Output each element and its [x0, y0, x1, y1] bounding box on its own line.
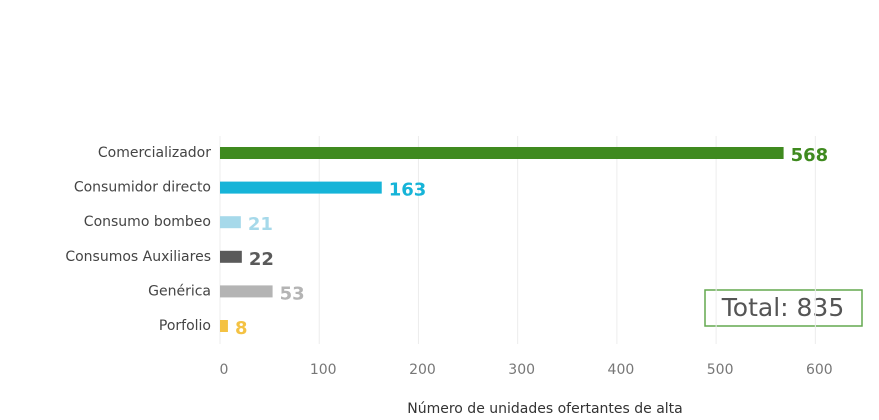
- value-label: 568: [791, 145, 829, 166]
- value-label: 21: [248, 214, 273, 235]
- y-tick-label: Comercializador: [98, 145, 211, 161]
- value-label: 163: [389, 180, 427, 201]
- bar: [220, 250, 242, 263]
- bar: [220, 147, 784, 159]
- x-tick-label: 300: [508, 362, 535, 378]
- x-tick-label: 600: [806, 362, 833, 378]
- total-box: [704, 289, 863, 327]
- y-tick-label: Porfolio: [159, 318, 211, 334]
- x-tick-label: 400: [608, 362, 635, 378]
- y-tick-label: Genérica: [148, 283, 211, 299]
- value-label: 8: [235, 318, 248, 339]
- total-annotation: Total: 835: [721, 293, 844, 322]
- x-tick-label: 100: [310, 362, 337, 378]
- bar: [220, 320, 228, 332]
- x-tick-label: 0: [220, 362, 229, 378]
- x-tick-label: 500: [707, 362, 734, 378]
- x-axis-title: Número de unidades ofertantes de alta: [407, 401, 683, 417]
- x-tick-label: 200: [409, 362, 436, 378]
- value-label: 22: [249, 249, 274, 270]
- value-label: 53: [280, 283, 305, 304]
- y-tick-label: Consumidor directo: [74, 180, 211, 196]
- y-tick-label: Consumo bombeo: [84, 214, 211, 230]
- bar: [220, 181, 382, 194]
- bar: [220, 216, 241, 229]
- bar: [220, 285, 273, 298]
- y-tick-label: Consumos Auxiliares: [65, 249, 211, 265]
